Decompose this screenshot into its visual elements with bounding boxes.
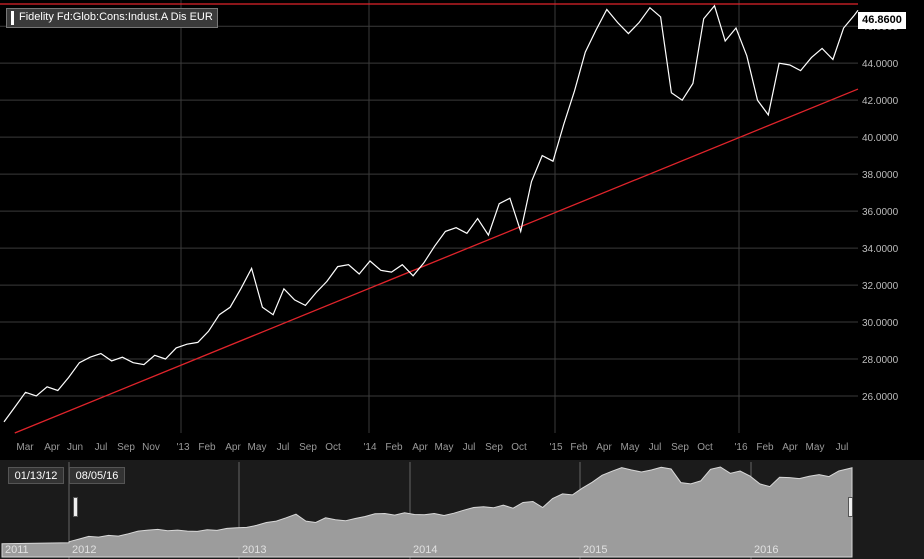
range-navigator[interactable]: 2011 2012 2013 2014 2015 2016 xyxy=(0,460,924,559)
y-tick-label: 26.0000 xyxy=(862,392,899,403)
x-tick-label: Apr xyxy=(225,442,241,453)
nav-year-label: 2011 xyxy=(5,544,29,556)
x-tick-label: '15 xyxy=(549,442,562,453)
x-tick-label: Jul xyxy=(277,442,290,453)
x-tick-label: '13 xyxy=(176,442,189,453)
nav-year-label: 2014 xyxy=(413,544,437,556)
x-tick-label: Sep xyxy=(671,442,689,453)
navigator-area xyxy=(1,466,853,558)
y-tick-label: 36.0000 xyxy=(862,207,899,218)
last-price-label: 46.8600 xyxy=(858,12,906,29)
y-tick-label: 42.0000 xyxy=(862,96,899,107)
y-tick-label: 34.0000 xyxy=(862,244,899,255)
trend-line xyxy=(14,88,859,434)
nav-year-label: 2013 xyxy=(242,544,266,556)
y-tick-label: 40.0000 xyxy=(862,133,899,144)
x-tick-label: Jul xyxy=(463,442,476,453)
x-tick-label: Feb xyxy=(756,442,774,453)
y-tick-label: 30.0000 xyxy=(862,318,899,329)
nav-year-label: 2016 xyxy=(754,544,778,556)
x-tick-label: Jul xyxy=(836,442,849,453)
x-tick-label: Oct xyxy=(325,442,341,453)
y-tick-label: 32.0000 xyxy=(862,281,899,292)
x-tick-label: Mar xyxy=(16,442,34,453)
series-legend: Fidelity Fd:Glob:Cons:Indust.A Dis EUR xyxy=(6,8,218,28)
y-tick-label: 38.0000 xyxy=(862,170,899,181)
nav-year-label: 2015 xyxy=(583,544,607,556)
x-tick-label: May xyxy=(435,442,454,453)
x-tick-label: Apr xyxy=(782,442,798,453)
range-start-date[interactable]: 01/13/12 xyxy=(8,467,64,484)
x-axis-tick-labels: Mar Apr Jun Jul Sep Nov '13 Feb Apr May Jul Sep Oct '… xyxy=(16,442,848,453)
x-tick-label: Sep xyxy=(299,442,317,453)
x-tick-label: '14 xyxy=(363,442,376,453)
legend-series-name: Fidelity Fd:Glob:Cons:Indust.A Dis EUR xyxy=(19,11,213,23)
x-tick-label: Jul xyxy=(649,442,662,453)
vertical-gridlines xyxy=(180,0,740,433)
x-tick-label: Oct xyxy=(511,442,527,453)
y-tick-label: 28.0000 xyxy=(862,355,899,366)
range-end-date[interactable]: 08/05/16 xyxy=(69,467,125,484)
navigator-right-handle[interactable] xyxy=(848,497,853,517)
x-tick-label: May xyxy=(248,442,267,453)
x-tick-label: Feb xyxy=(385,442,403,453)
price-series-line xyxy=(3,4,859,423)
x-tick-label: Jul xyxy=(95,442,108,453)
x-tick-label: Feb xyxy=(198,442,216,453)
x-tick-label: '16 xyxy=(734,442,747,453)
x-tick-label: Sep xyxy=(117,442,135,453)
x-tick-label: Apr xyxy=(44,442,60,453)
x-tick-label: Feb xyxy=(570,442,588,453)
horizontal-gridlines xyxy=(0,25,858,397)
x-tick-label: Nov xyxy=(142,442,160,453)
x-tick-label: Apr xyxy=(412,442,428,453)
x-tick-label: Oct xyxy=(697,442,713,453)
y-tick-label: 44.0000 xyxy=(862,59,899,70)
x-tick-label: Sep xyxy=(485,442,503,453)
x-tick-label: May xyxy=(621,442,640,453)
navigator-year-labels: 2011 2012 2013 2014 2015 2016 xyxy=(5,544,778,556)
x-tick-label: May xyxy=(806,442,825,453)
nav-year-label: 2012 xyxy=(72,544,96,556)
legend-color-marker xyxy=(11,11,14,25)
navigator-left-handle[interactable] xyxy=(73,497,78,517)
x-tick-label: Apr xyxy=(596,442,612,453)
x-tick-label: Jun xyxy=(67,442,83,453)
